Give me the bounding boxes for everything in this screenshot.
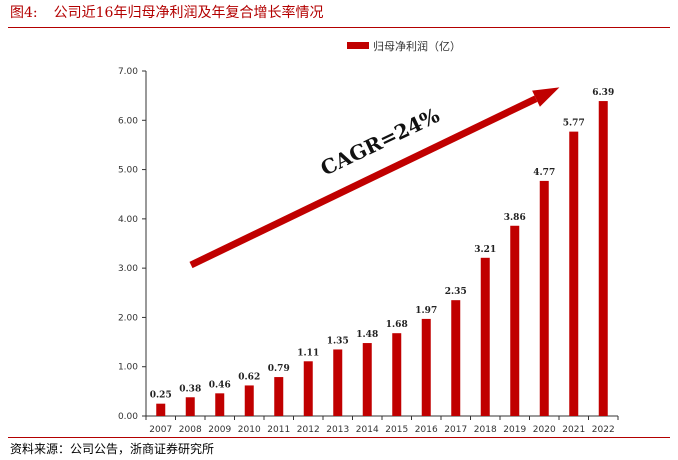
cagr-arrow <box>189 87 560 269</box>
bar-value-label: 0.62 <box>238 372 260 382</box>
bar-value-label: 4.77 <box>533 168 555 178</box>
bar <box>215 393 225 416</box>
bar-value-label: 0.46 <box>209 380 231 390</box>
bar <box>421 318 431 416</box>
x-tick-label: 2018 <box>474 425 497 435</box>
x-tick-label: 2017 <box>444 425 467 435</box>
x-tick-label: 2016 <box>415 425 438 435</box>
figure-title-text: 公司近16年归母净利润及年复合增长率情况 <box>53 5 324 21</box>
bar <box>569 131 579 416</box>
x-tick-label: 2012 <box>297 425 320 435</box>
bar-value-label: 1.48 <box>356 330 378 340</box>
y-tick-label: 3.00 <box>118 264 138 274</box>
cagr-arrowhead <box>532 87 560 107</box>
y-tick-label: 2.00 <box>118 313 138 323</box>
y-tick-label: 4.00 <box>118 215 138 225</box>
bar-value-label: 1.11 <box>297 348 319 358</box>
bar <box>510 225 520 416</box>
bar-value-label: 1.97 <box>415 306 437 316</box>
title-divider <box>8 27 670 28</box>
bar <box>185 397 195 416</box>
bar-value-label: 2.35 <box>445 287 467 297</box>
bar-value-label: 0.38 <box>179 384 201 394</box>
x-tick-label: 2011 <box>267 425 290 435</box>
bar-value-label: 6.39 <box>592 88 614 98</box>
bar <box>303 361 313 416</box>
bar <box>333 349 343 416</box>
bar <box>274 377 284 416</box>
bar-value-label: 1.68 <box>386 320 408 330</box>
x-tick-label: 2007 <box>149 425 172 435</box>
y-tick-label: 0.00 <box>118 412 138 422</box>
figure-title: 图4: 公司近16年归母净利润及年复合增长率情况 <box>10 2 323 26</box>
chart-legend: 归母净利润（亿） <box>347 39 461 53</box>
bar-series: 0.25 2007 0.38 2008 0.46 2009 0.62 2010 0.79 2011… <box>149 88 614 435</box>
bar-value-label: 0.79 <box>268 364 290 374</box>
x-tick-label: 2020 <box>533 425 556 435</box>
y-tick-label: 1.00 <box>118 363 138 373</box>
cagr-annotation: CAGR=24% <box>317 103 443 180</box>
chart-axes: 0.00 1.00 2.00 3.00 4.00 5.00 6.00 7.00 <box>118 67 619 422</box>
bar <box>244 385 254 416</box>
bar-value-label: 3.86 <box>504 213 526 223</box>
x-tick-label: 2013 <box>326 425 349 435</box>
bar <box>392 333 402 416</box>
bar-value-label: 1.35 <box>327 336 349 346</box>
x-tick-label: 2014 <box>356 425 379 435</box>
source-divider <box>8 437 670 438</box>
x-tick-label: 2015 <box>385 425 408 435</box>
bar-value-label: 3.21 <box>474 245 496 255</box>
bar <box>480 257 490 416</box>
bar <box>156 403 166 416</box>
x-tick-label: 2021 <box>562 425 585 435</box>
x-tick-label: 2010 <box>238 425 261 435</box>
bar <box>539 180 549 416</box>
x-tick-label: 2008 <box>179 425 202 435</box>
bar <box>598 101 608 417</box>
bar-value-label: 0.25 <box>150 391 172 401</box>
x-tick-label: 2019 <box>503 425 526 435</box>
figure-number: 图4: <box>10 5 38 21</box>
y-tick-label: 6.00 <box>118 116 138 126</box>
cagr-arrow-shaft <box>189 95 538 269</box>
source-note: 资料来源：公司公告，浙商证券研究所 <box>10 442 215 456</box>
x-tick-label: 2009 <box>208 425 231 435</box>
bar <box>362 343 372 416</box>
y-tick-label: 7.00 <box>118 67 138 77</box>
bar <box>451 300 461 416</box>
legend-swatch <box>347 42 369 49</box>
legend-label: 归母净利润（亿） <box>373 39 461 53</box>
bar-value-label: 5.77 <box>563 119 585 129</box>
y-tick-label: 5.00 <box>118 166 138 176</box>
x-tick-label: 2022 <box>592 425 615 435</box>
